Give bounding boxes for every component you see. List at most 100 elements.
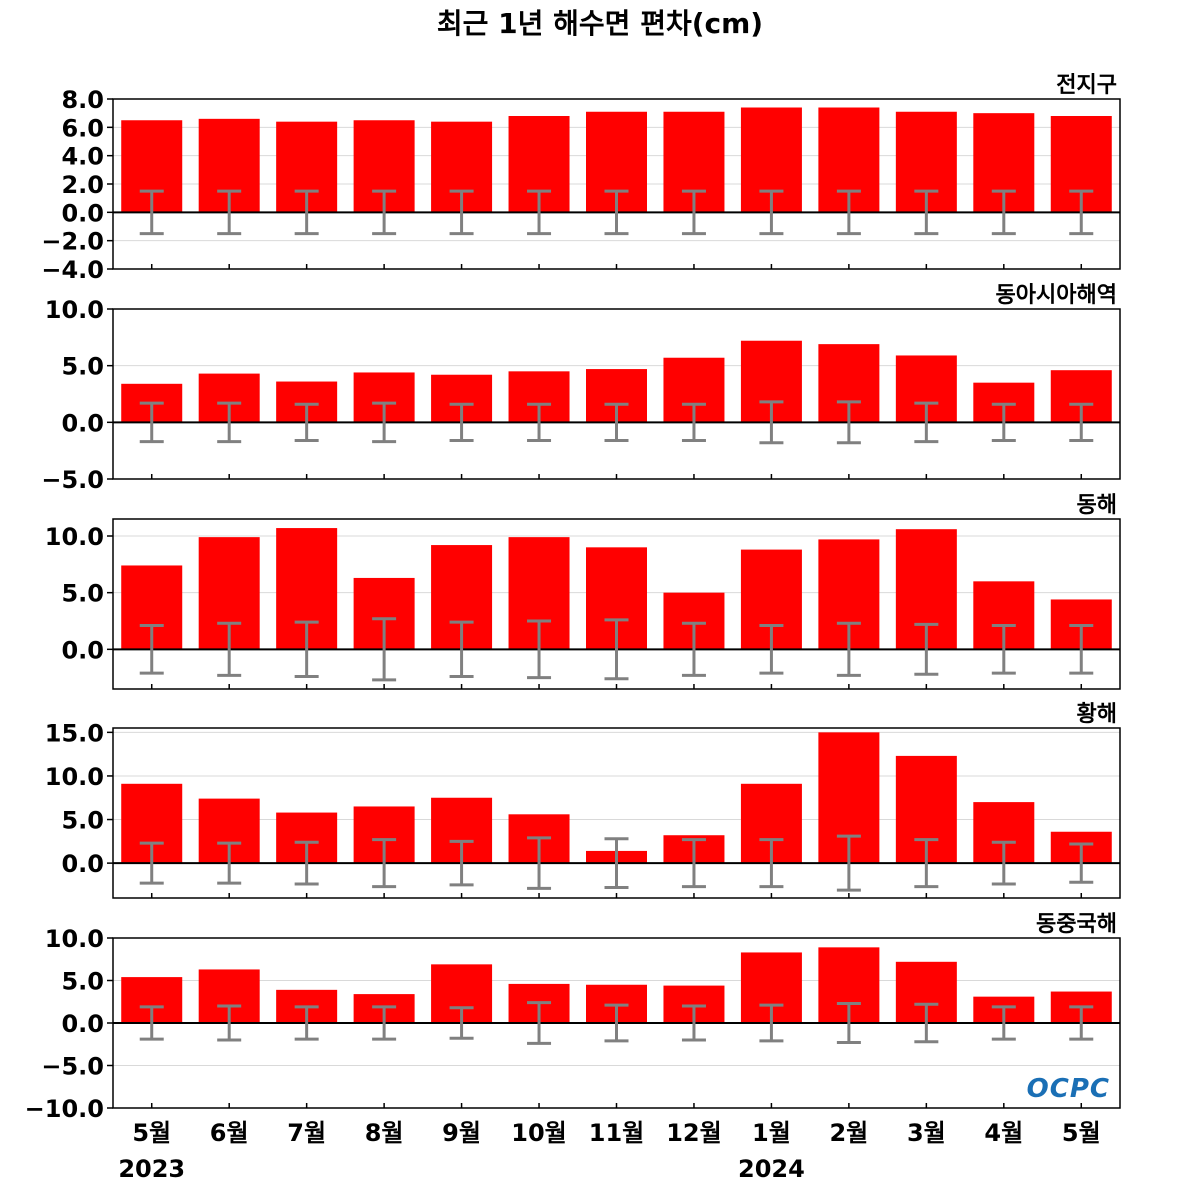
- error-bar: [604, 402, 629, 442]
- error-bar: [914, 401, 939, 444]
- y-tick-label: 8.0: [61, 86, 104, 114]
- error-bar: [836, 400, 861, 445]
- panel-4: −10.0 −5.0 0.0 5.0 10.0 동중국해: [25, 912, 1121, 1123]
- error-bar: [759, 189, 784, 236]
- ocpc-logo: OCPC: [1027, 1074, 1110, 1104]
- y-tick-label: 5.0: [61, 807, 104, 835]
- error-bar: [217, 841, 242, 885]
- y-tick-label: 0.0: [61, 1010, 104, 1038]
- panel-label: 전지구: [1056, 73, 1117, 98]
- error-bar: [604, 189, 629, 236]
- panel-label: 동해: [1077, 493, 1117, 518]
- y-tick-label: 0.0: [61, 636, 104, 664]
- error-bar: [527, 402, 552, 442]
- panels: −4.0−2.00.02.04.06.08.0전지구−5.00.05.010.0…: [25, 73, 1121, 1123]
- error-bar: [1069, 624, 1094, 675]
- error-bar: [836, 834, 861, 892]
- x-tick-label: 7월: [287, 1119, 326, 1147]
- y-tick-label: 5.0: [61, 353, 104, 381]
- y-tick-label: 0.0: [61, 409, 104, 437]
- year-label: 2024: [738, 1155, 805, 1183]
- y-tick-label: 4.0: [61, 143, 104, 171]
- panel-2: 0.0 5.0 10.0 동해: [45, 493, 1121, 690]
- error-bar: [139, 401, 164, 444]
- error-bar: [294, 189, 319, 236]
- x-tick-label: 9월: [442, 1119, 481, 1147]
- error-bar: [217, 1004, 242, 1042]
- x-tick-label: 12월: [666, 1119, 721, 1147]
- error-bar: [681, 402, 706, 442]
- error-bar: [294, 402, 319, 442]
- y-tick-label: 0.0: [61, 199, 104, 227]
- x-tick-label: 2월: [829, 1119, 868, 1147]
- error-bar: [836, 1001, 861, 1045]
- error-bar: [217, 401, 242, 444]
- error-bar: [139, 189, 164, 236]
- error-bar: [1069, 402, 1094, 442]
- y-tick-label: 0.0: [61, 850, 104, 878]
- y-tick-label: −4.0: [41, 256, 104, 284]
- error-bar: [681, 1004, 706, 1042]
- error-bar: [604, 618, 629, 681]
- y-tick-label: 5.0: [61, 580, 104, 608]
- error-bar: [991, 1005, 1016, 1041]
- error-bar: [914, 838, 939, 889]
- error-bar: [759, 624, 784, 675]
- error-bar: [372, 617, 397, 682]
- y-tick-label: 10.0: [45, 925, 104, 953]
- error-bar: [449, 620, 474, 679]
- panel-1: −5.0 0.0 5.0 10.0 동아시아해역: [41, 283, 1121, 494]
- error-bar: [217, 189, 242, 236]
- error-bar: [604, 1003, 629, 1043]
- error-bar: [294, 840, 319, 886]
- panel-3: 0.0 5.0 10.0 15.0 황해: [45, 702, 1121, 899]
- error-bar: [372, 189, 397, 236]
- error-bar: [759, 400, 784, 445]
- error-bar: [449, 402, 474, 442]
- x-axis: 5월 6월 7월 8월 9월 10월 11월 12월 1월 2월 3월 4월 5월 2023 2024: [118, 1119, 1100, 1183]
- error-bar: [1069, 1005, 1094, 1041]
- error-bar: [527, 619, 552, 680]
- y-tick-label: 6.0: [61, 114, 104, 142]
- error-bar: [217, 621, 242, 677]
- error-bar: [372, 838, 397, 889]
- x-tick-label: 1월: [752, 1119, 791, 1147]
- error-bar: [681, 621, 706, 677]
- error-bar: [836, 621, 861, 677]
- error-bar: [681, 838, 706, 889]
- panel-0: −4.0−2.00.02.04.06.08.0 전지구: [41, 73, 1121, 284]
- panel-label: 황해: [1077, 702, 1117, 727]
- error-bar: [294, 620, 319, 679]
- error-bar: [1069, 189, 1094, 236]
- y-tick-label: 10.0: [45, 296, 104, 324]
- error-bar: [759, 1003, 784, 1043]
- chart-title: 최근 1년 해수면 편차(cm): [437, 7, 763, 40]
- error-bar: [139, 624, 164, 675]
- x-tick-label: 5월: [132, 1119, 171, 1147]
- x-tick-label: 5월: [1062, 1119, 1101, 1147]
- x-tick-label: 10월: [511, 1119, 566, 1147]
- error-bar: [372, 401, 397, 444]
- error-bar: [372, 1005, 397, 1041]
- error-bar: [914, 189, 939, 236]
- y-tick-label: −2.0: [41, 228, 104, 256]
- panel-label: 동아시아해역: [996, 283, 1117, 308]
- error-bar: [681, 189, 706, 236]
- y-tick-label: −5.0: [41, 466, 104, 494]
- y-tick-label: −5.0: [41, 1053, 104, 1081]
- error-bar: [991, 402, 1016, 442]
- x-tick-label: 6월: [210, 1119, 249, 1147]
- error-bar: [991, 624, 1016, 675]
- error-bar: [914, 622, 939, 676]
- y-tick-label: 15.0: [45, 719, 104, 747]
- error-bar: [1069, 842, 1094, 884]
- y-tick-label: 10.0: [45, 523, 104, 551]
- x-tick-label: 8월: [365, 1119, 404, 1147]
- error-bar: [449, 189, 474, 236]
- error-bar: [991, 189, 1016, 236]
- error-bar: [604, 837, 629, 890]
- error-bar: [294, 1005, 319, 1041]
- panel-label: 동중국해: [1036, 912, 1117, 937]
- error-bar: [139, 841, 164, 885]
